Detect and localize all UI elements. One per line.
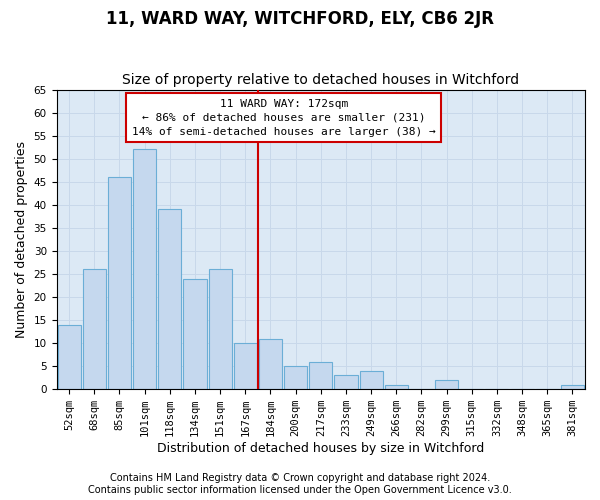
Bar [184, 278, 206, 389]
Text: 11, WARD WAY, WITCHFORD, ELY, CB6 2JR: 11, WARD WAY, WITCHFORD, ELY, CB6 2JR [106, 10, 494, 28]
Bar [309, 362, 332, 389]
Bar [334, 376, 358, 389]
Bar [83, 270, 106, 389]
Bar [209, 270, 232, 389]
Bar [58, 324, 80, 389]
Bar [359, 371, 383, 389]
Bar [133, 150, 156, 389]
Y-axis label: Number of detached properties: Number of detached properties [15, 141, 28, 338]
X-axis label: Distribution of detached houses by size in Witchford: Distribution of detached houses by size … [157, 442, 484, 455]
Bar [233, 343, 257, 389]
Bar [435, 380, 458, 389]
Bar [158, 210, 181, 389]
Text: Contains HM Land Registry data © Crown copyright and database right 2024.
Contai: Contains HM Land Registry data © Crown c… [88, 474, 512, 495]
Bar [108, 177, 131, 389]
Bar [259, 338, 282, 389]
Title: Size of property relative to detached houses in Witchford: Size of property relative to detached ho… [122, 73, 520, 87]
Bar [561, 384, 584, 389]
Bar [385, 384, 408, 389]
Text: 11 WARD WAY: 172sqm
← 86% of detached houses are smaller (231)
14% of semi-detac: 11 WARD WAY: 172sqm ← 86% of detached ho… [132, 98, 436, 136]
Bar [284, 366, 307, 389]
